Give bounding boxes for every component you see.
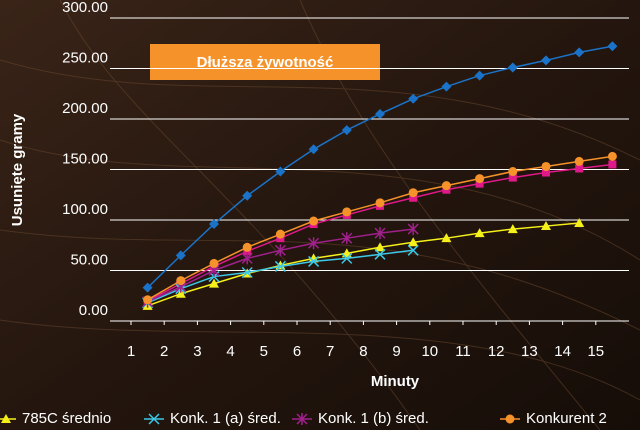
x-tick-label: 9 — [392, 343, 400, 360]
marker — [143, 295, 152, 304]
marker — [276, 230, 285, 239]
x-tick-label: 13 — [521, 343, 538, 360]
y-tick-label: 250.00 — [62, 49, 108, 66]
marker — [508, 167, 517, 176]
y-tick-label: 0.00 — [79, 302, 108, 319]
x-tick-label: 12 — [488, 343, 505, 360]
y-axis-label: Usunięte gramy — [9, 113, 26, 226]
marker — [506, 415, 515, 424]
marker — [176, 276, 185, 285]
legend-label: Konkurent 2 — [526, 410, 607, 427]
x-tick-label: 15 — [587, 343, 604, 360]
x-tick-label: 8 — [359, 343, 367, 360]
marker — [575, 157, 584, 166]
y-tick-label: 50.00 — [70, 251, 108, 268]
marker — [210, 259, 219, 268]
marker — [608, 152, 617, 161]
x-tick-label: 10 — [421, 343, 438, 360]
marker — [409, 188, 418, 197]
y-tick-label: 300.00 — [62, 0, 108, 16]
x-tick-label: 5 — [260, 343, 268, 360]
marker — [442, 181, 451, 190]
y-tick-label: 200.00 — [62, 100, 108, 117]
x-tick-label: 14 — [554, 343, 571, 360]
marker — [376, 198, 385, 207]
chart: Dłuższa żywotność Minuty Usunięte gramy … — [0, 0, 640, 430]
y-tick-label: 150.00 — [62, 150, 108, 167]
y-tick-label: 100.00 — [62, 201, 108, 218]
x-tick-label: 1 — [127, 343, 135, 360]
legend-label: 785C średnio — [22, 410, 111, 427]
x-tick-label: 3 — [193, 343, 201, 360]
x-tick-label: 2 — [160, 343, 168, 360]
marker — [243, 243, 252, 252]
marker — [475, 174, 484, 183]
x-tick-label: 4 — [226, 343, 234, 360]
x-tick-label: 11 — [455, 343, 471, 360]
x-axis-label: Minuty — [371, 373, 420, 390]
legend-label: Konk. 1 (a) śred. — [170, 410, 281, 427]
marker — [342, 207, 351, 216]
x-tick-label: 7 — [326, 343, 334, 360]
marker — [309, 217, 318, 226]
marker — [542, 162, 551, 171]
x-tick-label: 6 — [293, 343, 301, 360]
legend-label: Konk. 1 (b) śred. — [318, 410, 429, 427]
marker — [608, 160, 616, 168]
